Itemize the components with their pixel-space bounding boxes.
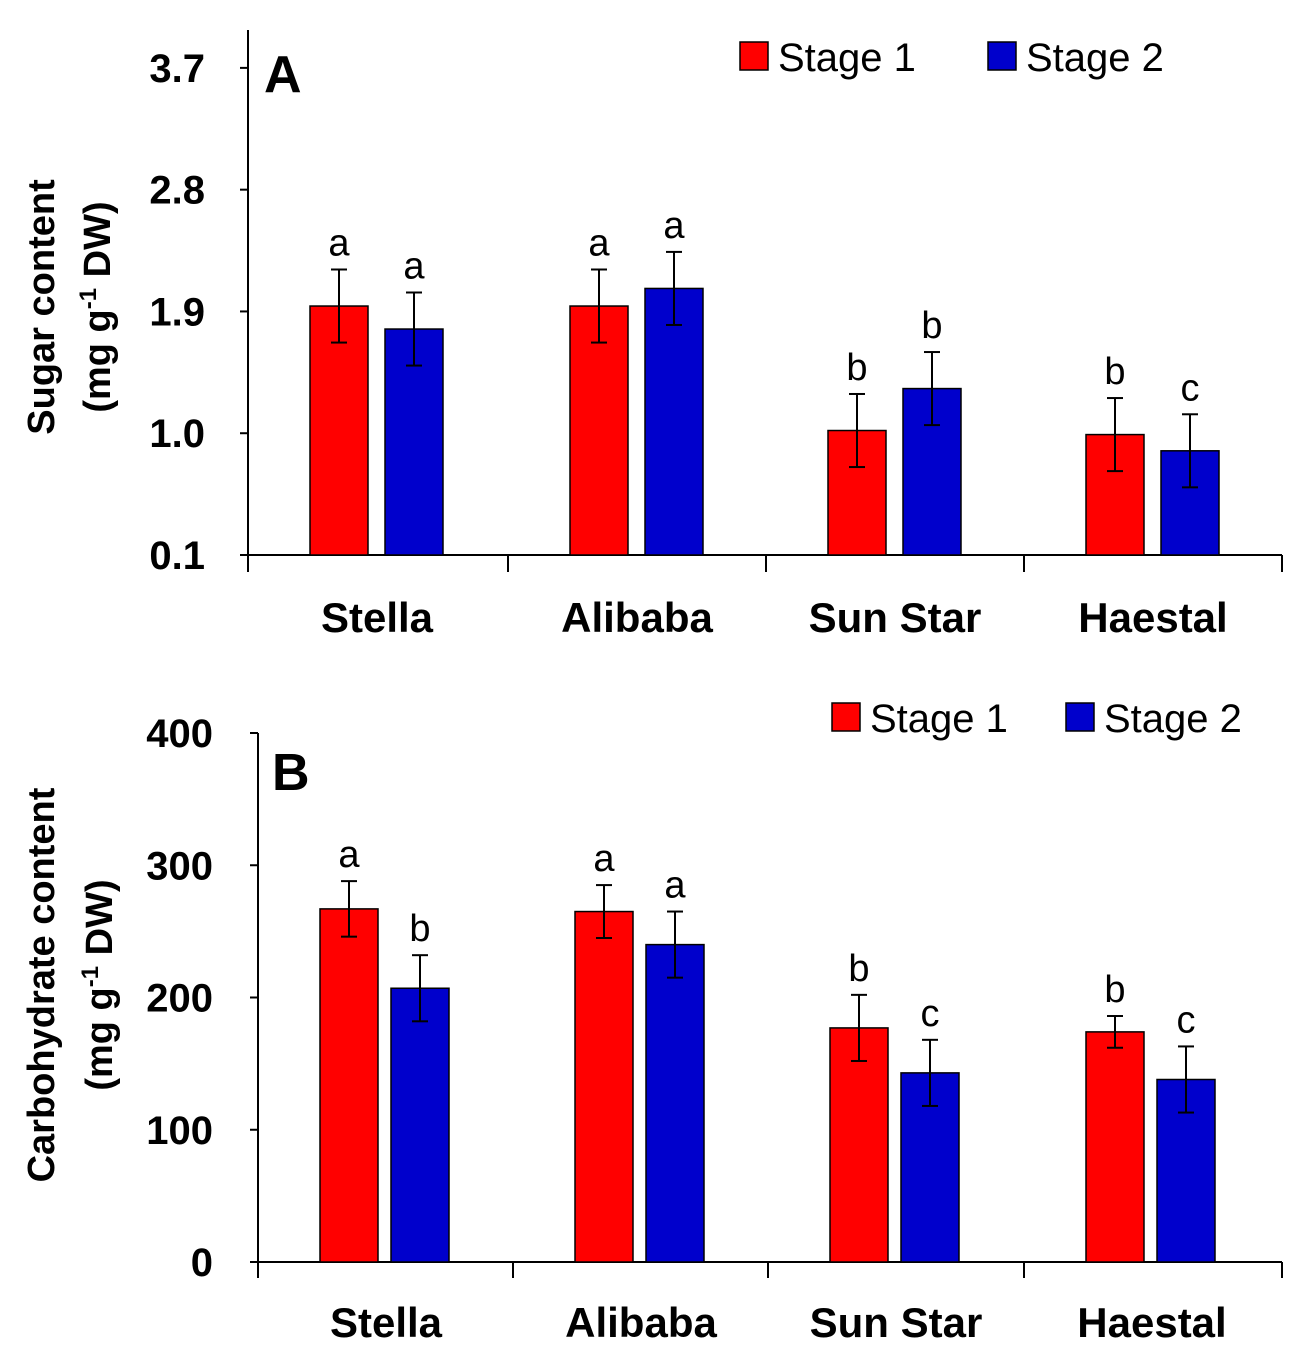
panel-b-significance-letter: b: [848, 948, 869, 990]
panel-b-y-tick-label: 0: [191, 1241, 213, 1285]
panel-a-significance-letter: a: [328, 222, 350, 264]
panel-b-significance-letter: a: [664, 865, 686, 907]
panel-b-y-axis-title-line1: Carbohydrate content: [21, 787, 63, 1182]
panel-a-y-tick-label: 2.8: [149, 169, 205, 213]
chart-panel-a: 0.1 1.0 1.9 2.8 3.7 a a Stella a a Alibaba b b Sun St…: [21, 30, 1283, 641]
panel-b-legend-swatch-stage-1: [831, 702, 861, 732]
panel-a-y-tick-label: 1.0: [149, 412, 205, 456]
panel-b-y-tick-label: 400: [146, 712, 213, 756]
panel-a-significance-letter: c: [1181, 367, 1200, 409]
panel-b-category-label: Haestal: [1077, 1299, 1226, 1346]
panel-a-category-label: Alibaba: [561, 594, 713, 641]
panel-a-category-label: Sun Star: [809, 594, 982, 641]
panel-b-y-tick-label: 300: [146, 844, 213, 888]
panel-b-y-axis-title-unit-start: (mg g: [79, 987, 121, 1090]
panel-a-significance-letter: b: [1104, 351, 1125, 393]
panel-a-panel-label: A: [264, 46, 302, 104]
panel-b-y-axis-title-unit-end: DW): [79, 879, 121, 966]
panel-b-legend-swatch-stage-2: [1065, 702, 1095, 732]
panel-b-category-label: Sun Star: [810, 1299, 983, 1346]
panel-b-significance-letter: a: [338, 834, 360, 876]
panel-a-bar-stella-stage-1: [309, 305, 369, 556]
panel-a-significance-letter: a: [663, 205, 685, 247]
panel-b-category-label: Alibaba: [565, 1299, 717, 1346]
panel-a-legend-swatch-stage-2: [987, 41, 1017, 71]
panel-b-bar-sun-star-stage-1: [829, 1027, 889, 1263]
panel-a-y-tick-label: 0.1: [149, 534, 205, 578]
panel-a-significance-letter: a: [588, 222, 610, 264]
panel-a-significance-letter: a: [403, 246, 425, 288]
panel-b-y-tick-label: 100: [146, 1109, 213, 1153]
panel-b-panel-label: B: [272, 744, 310, 802]
panel-b-y-axis-title-superscript: -1: [77, 966, 104, 987]
panel-b-y-tick-label: 200: [146, 977, 213, 1021]
panel-a-bar-stella-stage-2: [384, 328, 444, 556]
panel-b-category-label: Stella: [330, 1299, 443, 1346]
panel-a-significance-letter: b: [921, 305, 942, 347]
panel-b-legend-label-stage-1: Stage 1: [870, 697, 1008, 741]
panel-a-category-label: Haestal: [1078, 594, 1227, 641]
panel-b-bar-stella-stage-2: [390, 987, 450, 1263]
panel-a-legend-label-stage-1: Stage 1: [778, 36, 916, 80]
panel-b-bar-alibaba-stage-1: [574, 910, 634, 1263]
panel-a-y-tick-label: 1.9: [149, 290, 205, 334]
panel-b-significance-letter: b: [409, 908, 430, 950]
panel-a-y-axis-title-unit-end: DW): [77, 201, 119, 288]
panel-b-significance-letter: a: [593, 838, 615, 880]
panel-a-category-label: Stella: [321, 594, 434, 641]
panel-a-y-axis-title-line2: (mg g-1 DW): [75, 201, 119, 412]
panel-a-y-axis-title-superscript: -1: [75, 288, 102, 309]
panel-b-significance-letter: c: [1177, 999, 1196, 1041]
panel-a-y-axis-title-line1: Sugar content: [21, 179, 63, 435]
panel-a-bar-alibaba-stage-2: [644, 287, 704, 556]
panel-b-bar-haestal-stage-1: [1085, 1031, 1145, 1263]
panel-a-y-axis-title-unit-start: (mg g: [77, 309, 119, 412]
panel-a-significance-letter: b: [846, 347, 867, 389]
panel-b-bar-alibaba-stage-2: [645, 943, 705, 1263]
panel-b-significance-letter: c: [921, 993, 940, 1035]
panel-b-legend-label-stage-2: Stage 2: [1104, 697, 1242, 741]
panel-a-legend-label-stage-2: Stage 2: [1026, 36, 1164, 80]
panel-b-significance-letter: b: [1104, 969, 1125, 1011]
panel-b-y-axis-title-line2: (mg g-1 DW): [77, 879, 121, 1090]
chart-panel-b: 0 100 200 300 400 a b Stella a a Alibaba b c Sun Star…: [21, 697, 1283, 1346]
panel-b-bar-stella-stage-1: [319, 908, 379, 1263]
panel-a-legend-swatch-stage-1: [739, 41, 769, 71]
panel-a-y-tick-label: 3.7: [149, 47, 205, 91]
